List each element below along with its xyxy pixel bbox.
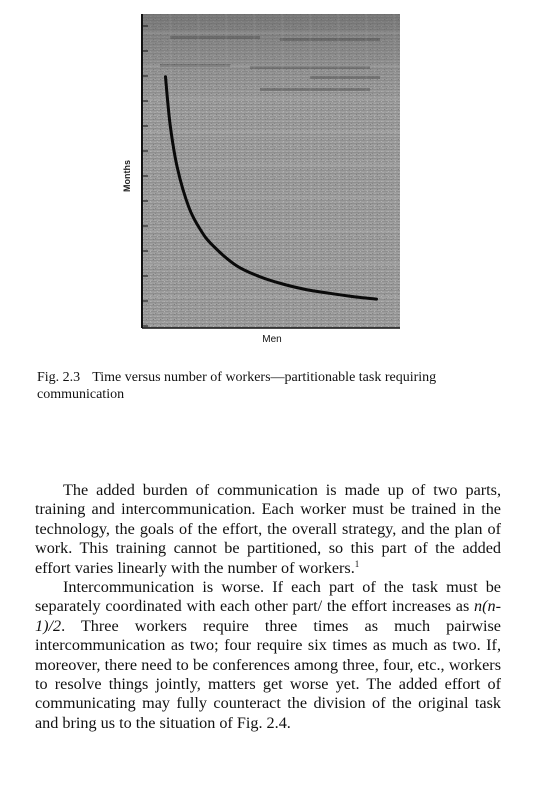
data-line-series-1 — [164, 75, 378, 301]
chart-svg: Months Men — [122, 14, 400, 345]
caption-label: Fig. 2.3 — [37, 370, 81, 385]
body-text: The added burden of communication is mad… — [35, 481, 501, 733]
paragraph-2-text-b: . Three workers require three times as m… — [35, 616, 501, 732]
figure-caption: Fig. 2.3 Time versus number of workers—pa… — [37, 369, 502, 403]
gridlines — [142, 14, 400, 328]
pairs-formula: n(n-1)/2 — [35, 597, 501, 635]
paragraph-1: The added burden of communication is mad… — [35, 481, 501, 578]
y-axis-label: Months — [122, 160, 132, 192]
paragraph-1-text: The added burden of communication is mad… — [35, 481, 501, 577]
footnote-marker: 1 — [354, 558, 360, 569]
figure-2-3: Months Men — [110, 8, 410, 348]
paragraph-2: Intercommunication is worse. If each par… — [35, 578, 501, 733]
paragraph-2-text-a: Intercommunication is worse. If each par… — [35, 578, 501, 616]
y-axis-ticks — [142, 25, 148, 327]
caption-text: Time versus number of workers—partitiona… — [37, 370, 437, 402]
x-axis-label: Men — [262, 334, 281, 345]
